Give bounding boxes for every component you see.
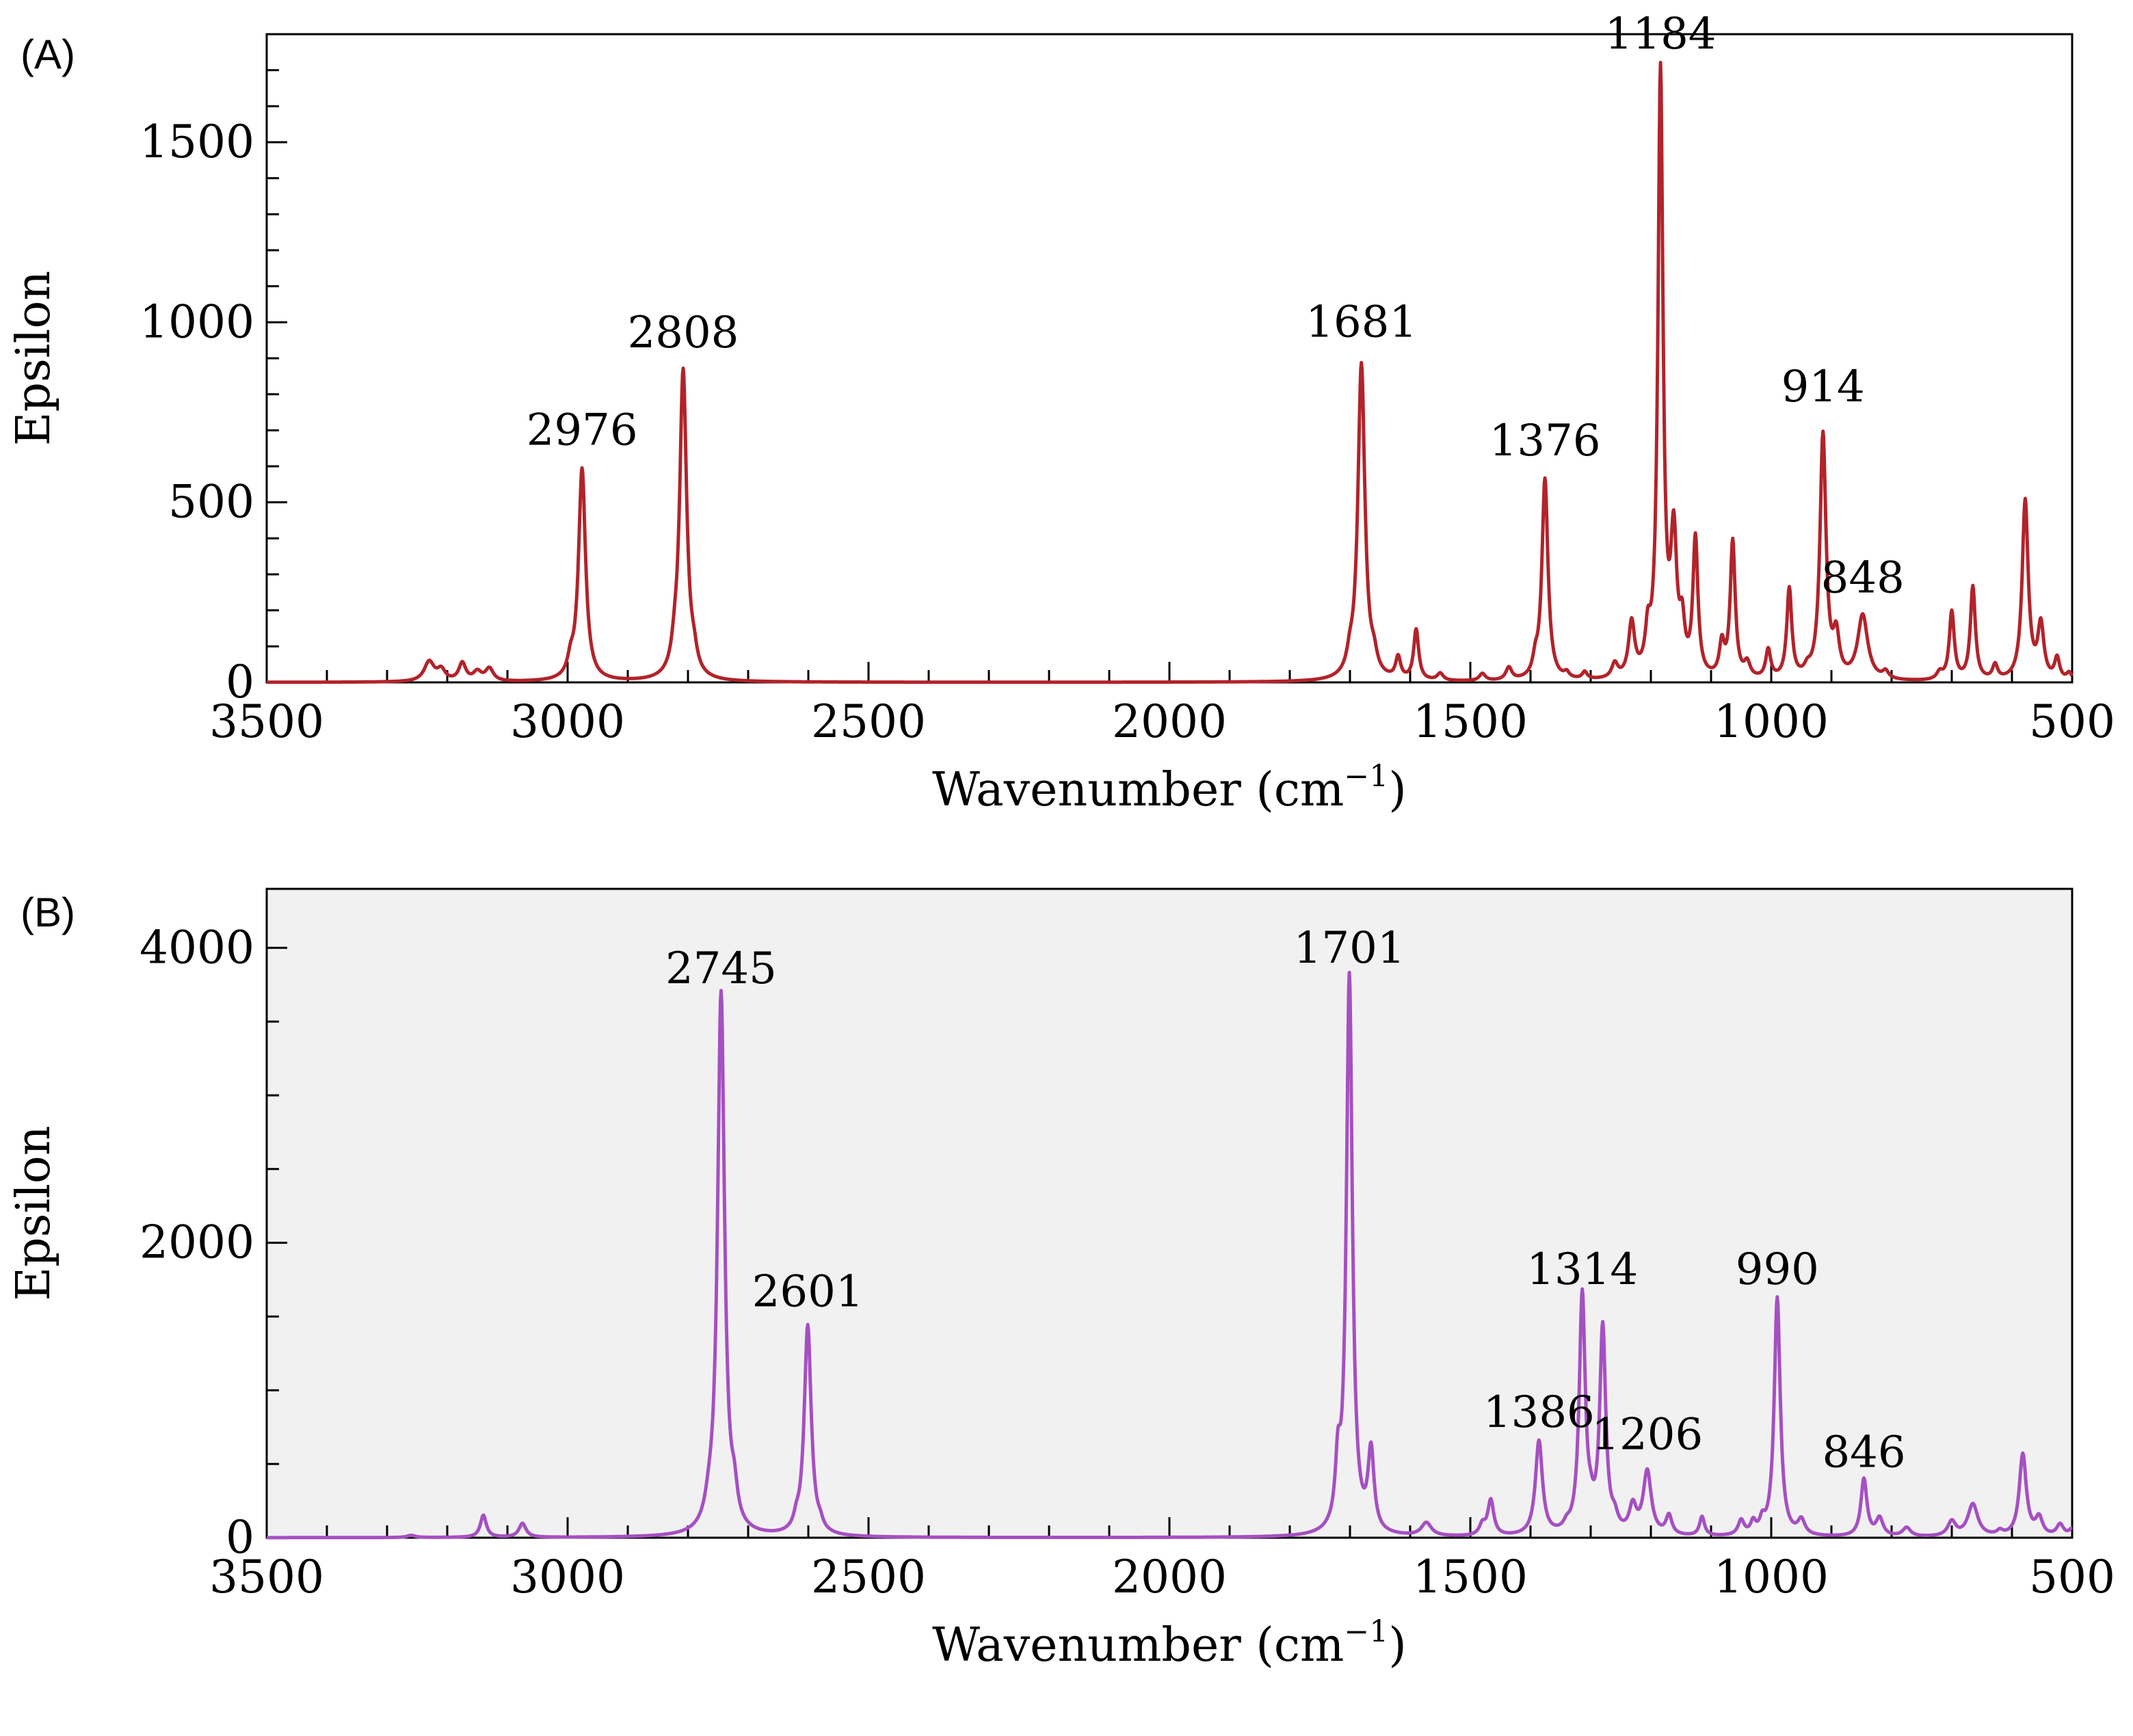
- panel-b-peak-label-1386: 1386: [1483, 1387, 1595, 1438]
- panel-a-x-tick-label: 3000: [510, 695, 625, 748]
- panel-a-x-tick-label: 1000: [1714, 695, 1829, 748]
- panel-a-x-tick-label: 500: [2029, 695, 2115, 748]
- panel-a-peak-label-1184: 1184: [1605, 9, 1717, 59]
- panel-b-peak-label-2745: 2745: [665, 944, 777, 994]
- panel-a-x-tick-label: 2500: [811, 695, 926, 748]
- panel-b-x-axis-title-main: Wavenumber (cm: [932, 1618, 1344, 1672]
- panel-a-x-tick-label: 3500: [209, 695, 324, 748]
- panel-b-y-tick-label: 4000: [140, 921, 254, 974]
- panel-a-x-axis-title: Wavenumber (cm−1): [932, 759, 1407, 817]
- panel-a-y-tick-label: 1500: [140, 116, 254, 168]
- panel-b-x-tick-label: 2500: [811, 1551, 926, 1603]
- panel-a-peak-label-1681: 1681: [1306, 297, 1417, 347]
- panel-a-peak-label-1376: 1376: [1489, 416, 1601, 466]
- panel-a-x-tick-label: 2000: [1112, 695, 1227, 748]
- panel-a: 3500 3000 2500 2000 1500 1000 500050010001500 …: [7, 9, 2115, 817]
- panel-b-y-tick-label: 0: [226, 1511, 254, 1564]
- panel-b-peak-label-1701: 1701: [1294, 923, 1405, 974]
- panel-a-y-axis-title: Epsilon: [7, 271, 61, 446]
- panel-b-x-tick-label: 1000: [1714, 1551, 1829, 1603]
- panel-b-x-tick-label: 500: [2029, 1551, 2115, 1603]
- panel-a-peak-label-2808: 2808: [628, 308, 739, 358]
- panel-b-x-axis-title: Wavenumber (cm−1): [932, 1614, 1407, 1672]
- panel-b-x-axis-title-sup: −1: [1344, 1614, 1388, 1649]
- panel-a-peak-label-848: 848: [1821, 552, 1905, 603]
- panel-a-background: [267, 34, 2072, 682]
- panel-a-x-axis-title-end: ): [1388, 763, 1407, 817]
- panel-b-x-tick-label: 2000: [1112, 1551, 1227, 1603]
- panel-b: 3500 3000 2500 2000 1500 1000 500 0 2000 4000 274…: [7, 887, 2115, 1672]
- panel-b-x-axis-title-end: ): [1388, 1618, 1407, 1672]
- panel-b-spectrum-line: [265, 970, 2074, 1540]
- panel-b-y-tick-label: 2000: [140, 1216, 254, 1269]
- panel-a-peak-label-2976: 2976: [527, 405, 638, 455]
- panel-a-x-axis-title-main: Wavenumber (cm: [932, 763, 1344, 817]
- panel-b-peak-label-2601: 2601: [752, 1266, 864, 1317]
- panel-b-x-tick-label: 3500: [209, 1551, 324, 1603]
- panel-b-y-axis-title: Epsilon: [7, 1125, 61, 1300]
- panel-a-spectrum-line: [265, 60, 2074, 684]
- panel-a-y-tick-label: 0: [226, 656, 254, 708]
- panel-a-label: (A): [21, 31, 75, 77]
- panel-b-background: [267, 889, 2072, 1538]
- panel-a-y-tick-label: 1000: [140, 295, 254, 348]
- panel-a-x-axis-title-sup: −1: [1344, 759, 1388, 794]
- panel-b-x-tick-label: 1500: [1413, 1551, 1528, 1603]
- panel-b-peak-label-846: 846: [1822, 1427, 1905, 1478]
- panel-b-peak-label-990: 990: [1736, 1244, 1819, 1295]
- panel-a-x-tick-label: 1500: [1413, 695, 1528, 748]
- panel-b-label: (B): [21, 890, 75, 935]
- panel-a-peak-label-914: 914: [1781, 362, 1865, 412]
- panel-b-peak-label-1314: 1314: [1526, 1244, 1638, 1295]
- panel-b-x-tick-label: 3000: [510, 1551, 625, 1603]
- panel-b-peak-label-1206: 1206: [1591, 1410, 1703, 1460]
- panel-a-y-tick-label: 500: [168, 476, 254, 529]
